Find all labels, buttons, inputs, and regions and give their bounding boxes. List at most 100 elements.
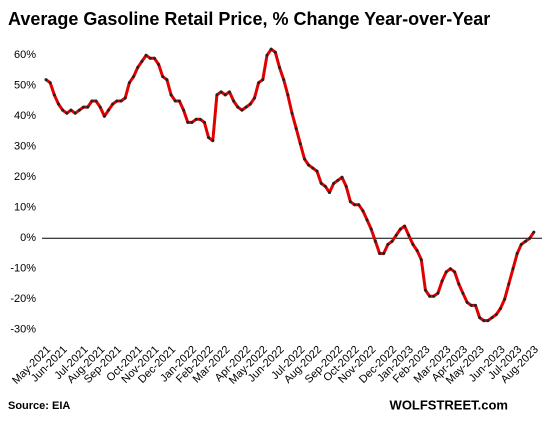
- y-tick-label: -10%: [10, 263, 36, 275]
- data-point: [207, 136, 211, 140]
- data-point: [65, 111, 69, 115]
- data-point: [369, 227, 373, 231]
- y-tick-label: 0%: [20, 232, 36, 244]
- data-point: [298, 142, 302, 146]
- data-point: [136, 65, 140, 69]
- data-point: [132, 75, 136, 79]
- data-point: [61, 108, 65, 112]
- data-point: [423, 288, 427, 292]
- data-point: [419, 258, 423, 262]
- data-point: [77, 108, 81, 112]
- data-point: [223, 93, 227, 97]
- data-point: [194, 117, 198, 121]
- data-point: [357, 203, 361, 207]
- data-point: [165, 78, 169, 82]
- data-point: [69, 108, 73, 112]
- data-point: [403, 224, 407, 228]
- data-point: [182, 108, 186, 112]
- data-point: [236, 105, 240, 109]
- data-point: [469, 303, 473, 307]
- data-point: [119, 99, 123, 103]
- data-point: [494, 313, 498, 317]
- data-point: [286, 93, 290, 97]
- data-point: [307, 163, 311, 167]
- data-point: [432, 294, 436, 298]
- data-point: [107, 108, 111, 112]
- data-point: [261, 78, 265, 82]
- data-point: [311, 166, 315, 170]
- data-point: [219, 90, 223, 94]
- data-point: [486, 319, 490, 323]
- data-point: [444, 270, 448, 274]
- data-point: [282, 78, 286, 82]
- data-point: [407, 233, 411, 237]
- data-point: [336, 178, 340, 182]
- data-point: [390, 239, 394, 243]
- data-point: [365, 218, 369, 222]
- data-point: [461, 291, 465, 295]
- data-point: [398, 227, 402, 231]
- y-tick-label: 20%: [14, 171, 36, 183]
- data-point: [111, 102, 115, 106]
- data-point: [490, 316, 494, 320]
- data-point: [86, 105, 90, 109]
- data-point: [290, 111, 294, 115]
- data-point: [361, 209, 365, 213]
- data-point: [519, 242, 523, 246]
- brand: WOLFSTREET.com: [390, 397, 508, 412]
- data-point: [269, 47, 273, 51]
- data-point: [248, 102, 252, 106]
- data-point: [503, 297, 507, 301]
- data-point: [523, 239, 527, 243]
- data-point: [48, 81, 52, 85]
- y-tick-label: 30%: [14, 141, 36, 153]
- data-point: [90, 99, 94, 103]
- data-point: [478, 316, 482, 320]
- data-point: [198, 117, 202, 121]
- data-point: [202, 120, 206, 124]
- data-point: [532, 230, 536, 234]
- data-point: [44, 78, 48, 82]
- data-point: [98, 105, 102, 109]
- data-point: [215, 93, 219, 97]
- data-point: [177, 99, 181, 103]
- data-point: [211, 139, 215, 143]
- data-point: [394, 233, 398, 237]
- data-point: [82, 105, 86, 109]
- data-point: [94, 99, 98, 103]
- data-point: [294, 126, 298, 130]
- data-point: [157, 62, 161, 66]
- data-point: [323, 184, 327, 188]
- data-point: [73, 111, 77, 115]
- data-point: [473, 303, 477, 307]
- data-point: [102, 114, 106, 118]
- y-tick-label: 60%: [14, 49, 36, 61]
- data-point: [428, 294, 432, 298]
- data-point: [186, 120, 190, 124]
- data-point: [244, 105, 248, 109]
- data-point: [465, 300, 469, 304]
- data-point: [173, 99, 177, 103]
- data-point: [328, 191, 332, 195]
- y-tick-label: -20%: [10, 293, 36, 305]
- source: Source: EIA: [8, 400, 70, 412]
- data-point: [232, 99, 236, 103]
- data-point: [436, 291, 440, 295]
- data-point: [457, 282, 461, 286]
- data-point: [315, 169, 319, 173]
- data-point: [161, 75, 165, 79]
- data-point: [273, 50, 277, 54]
- data-point: [303, 157, 307, 161]
- data-point: [448, 267, 452, 271]
- data-point: [127, 81, 131, 85]
- data-point: [373, 239, 377, 243]
- y-tick-label: 50%: [14, 80, 36, 92]
- data-point: [140, 59, 144, 63]
- data-point: [507, 282, 511, 286]
- data-point: [148, 56, 152, 60]
- data-point: [265, 53, 269, 57]
- chart-title: Average Gasoline Retail Price, % Change …: [8, 9, 490, 29]
- data-point: [386, 242, 390, 246]
- data-point: [353, 203, 357, 207]
